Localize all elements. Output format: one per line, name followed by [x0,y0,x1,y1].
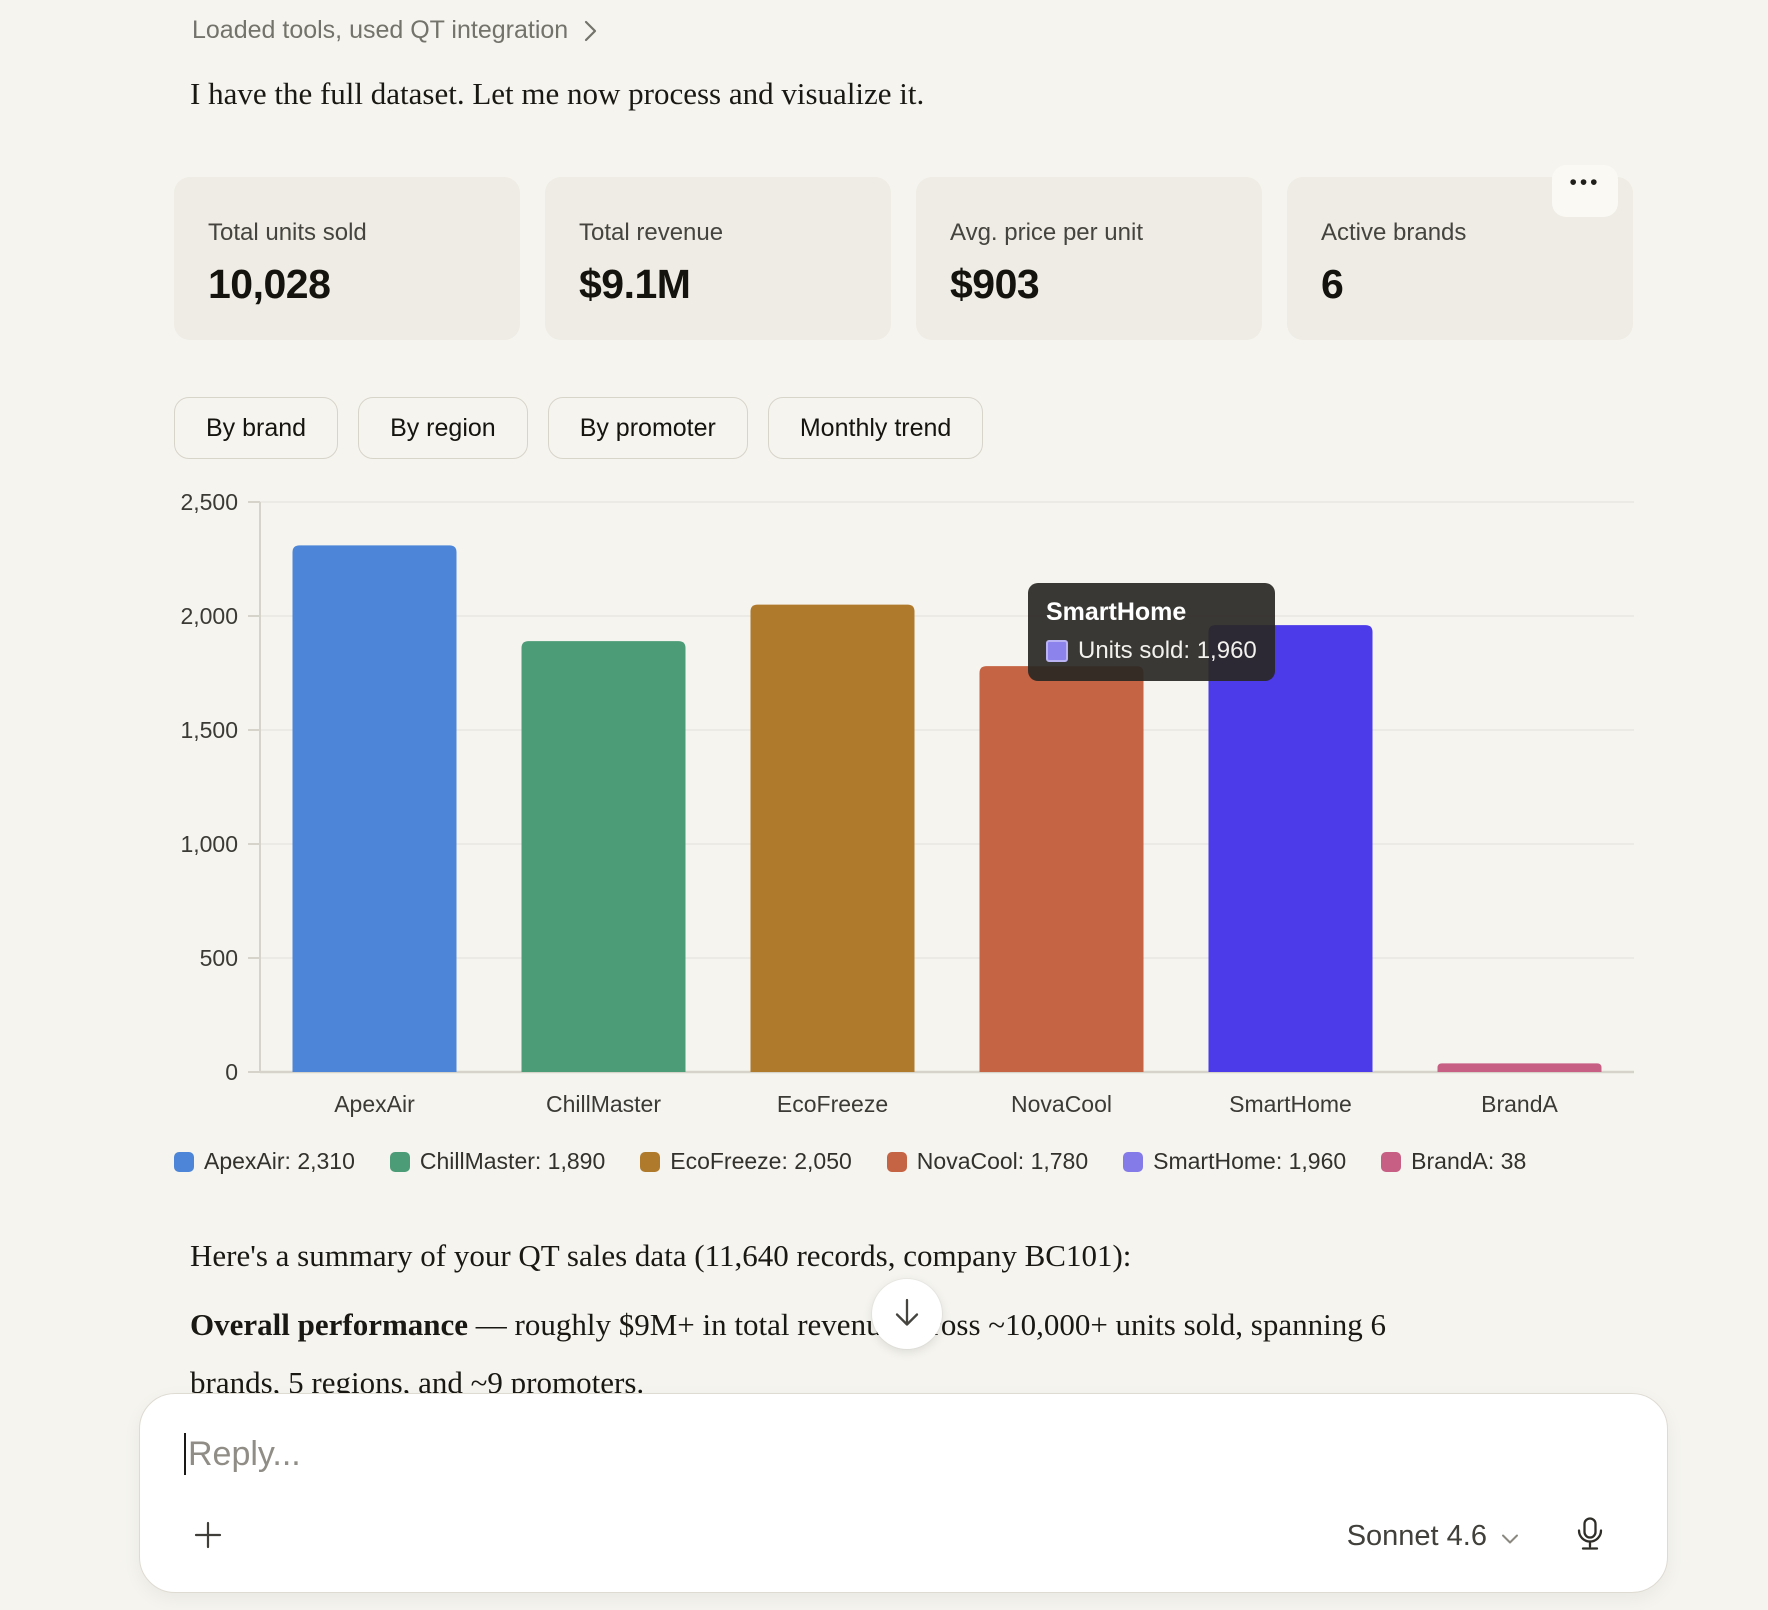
assistant-intro-text: I have the full dataset. Let me now proc… [190,76,925,111]
reply-input[interactable]: Reply... [184,1428,1607,1480]
axis-label: 1,000 [180,831,238,857]
chart-area: 0 500 1,000 1,500 2,000 2,500 ApexAir ChillMast… [174,470,1642,1130]
axis-label: 0 [225,1059,238,1085]
bar-apexair[interactable] [292,545,457,1072]
legend-item[interactable]: EcoFreeze: 2,050 [640,1148,852,1175]
bar-chart: 0 500 1,000 1,500 2,000 2,500 ApexAir ChillMast… [180,489,1634,1117]
axis-label: 2,500 [180,489,238,515]
axis-label: EcoFreeze [777,1091,888,1117]
stat-label: Avg. price per unit [950,219,1143,246]
stat-card-units: Total units sold 10,028 [174,177,520,340]
bar-smarthome[interactable] [1208,625,1373,1072]
stat-value: 10,028 [208,261,331,307]
tab-by-region[interactable]: By region [358,397,528,459]
tab-by-promoter[interactable]: By promoter [547,397,748,459]
legend-item[interactable]: BrandA: 38 [1381,1148,1526,1175]
legend-swatch [174,1151,194,1172]
tool-note-label: Loaded tools, used QT integration [192,16,569,44]
overflow-menu-button[interactable]: ••• [1552,165,1618,217]
legend-item[interactable]: NovaCool: 1,780 [886,1148,1089,1175]
axis-label: 500 [200,945,238,971]
stat-label: Total revenue [579,219,724,246]
axis-label: NovaCool [1011,1091,1112,1117]
arrow-down-icon [892,1297,922,1332]
legend-label: BrandA: 38 [1411,1148,1527,1174]
tab-by-brand[interactable]: By brand [174,397,339,459]
stat-card-revenue: Total revenue $9.1M [545,177,891,340]
reply-placeholder: Reply... [188,1434,301,1473]
composer-toolbar: Sonnet 4.6 [192,1512,1605,1560]
microphone-icon [1575,1516,1605,1556]
legend-swatch [640,1151,661,1172]
stat-value: 6 [1321,261,1344,307]
stats-row: Total units sold 10,028 Total revenue $9… [174,177,1633,340]
bar-novacool[interactable] [979,666,1144,1072]
legend-label: EcoFreeze: 2,050 [670,1148,852,1174]
legend-swatch [886,1151,907,1172]
axis-label: SmartHome [1229,1091,1352,1117]
tool-note-button[interactable]: Loaded tools, used QT integration [192,16,597,45]
legend-label: NovaCool: 1,780 [916,1148,1089,1174]
attach-button[interactable] [192,1519,224,1554]
axis-label: 1,500 [180,717,238,743]
bar-chillmaster[interactable] [521,641,686,1072]
bar-branda[interactable] [1437,1063,1602,1072]
axis-label: BrandA [1481,1091,1558,1117]
summary-bold-text: Overall performance [190,1307,469,1342]
tooltip-swatch [1046,640,1068,662]
chevron-right-icon [584,20,597,42]
model-label: Sonnet 4.6 [1346,1519,1487,1552]
stat-value: $9.1M [579,261,691,307]
legend-label: SmartHome: 1,960 [1153,1148,1347,1174]
summary-intro-text: Here's a summary of your QT sales data (… [190,1238,1132,1273]
legend-item[interactable]: ChillMaster: 1,890 [389,1148,606,1175]
axis-label: ApexAir [334,1091,415,1117]
axis-label: 2,000 [180,603,238,629]
composer: Reply... Sonnet 4.6 [139,1393,1668,1593]
bar-ecofreeze[interactable] [750,604,915,1072]
tooltip-text: Units sold: 1,960 [1078,637,1257,664]
chart-tooltip: SmartHome Units sold: 1,960 [1028,583,1275,681]
chevron-down-icon [1501,1520,1519,1553]
legend-item[interactable]: SmartHome: 1,960 [1123,1148,1346,1175]
tabs-row: By brand By region By promoter Monthly t… [174,397,984,459]
scroll-down-button[interactable] [872,1279,942,1349]
legend-swatch [389,1151,410,1172]
legend-swatch [1381,1151,1402,1172]
chart-legend: ApexAir: 2,310 ChillMaster: 1,890 EcoFreez… [174,1148,1642,1175]
stat-label: Total units sold [208,219,367,246]
axis-label: ChillMaster [546,1091,661,1117]
text-caret [184,1433,186,1475]
mic-button[interactable] [1575,1516,1605,1556]
legend-label: ChillMaster: 1,890 [419,1148,606,1174]
ellipsis-icon: ••• [1569,171,1601,194]
model-selector[interactable]: Sonnet 4.6 [1347,1520,1519,1553]
plus-icon [192,1519,224,1554]
composer-right-group: Sonnet 4.6 [1347,1516,1605,1556]
stat-value: $903 [950,261,1040,307]
legend-item[interactable]: ApexAir: 2,310 [174,1148,355,1175]
tab-monthly-trend[interactable]: Monthly trend [767,397,984,459]
stat-card-avg-price: Avg. price per unit $903 [916,177,1262,340]
stat-label: Active brands [1321,219,1467,246]
legend-swatch [1123,1151,1144,1172]
legend-label: ApexAir: 2,310 [204,1148,355,1174]
tooltip-title: SmartHome [1046,598,1187,626]
